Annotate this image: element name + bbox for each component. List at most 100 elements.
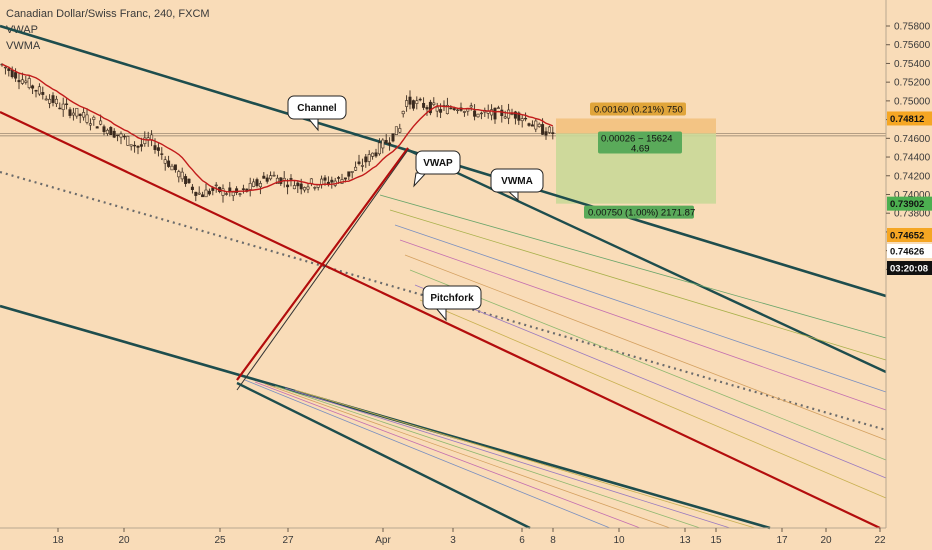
callout-tail (413, 172, 428, 188)
candle-body (306, 186, 310, 190)
pitchfork-handle (236, 147, 409, 381)
candle-body (462, 111, 466, 113)
candle-body (221, 188, 225, 196)
candle-body (371, 152, 375, 157)
candle-body (520, 118, 524, 122)
callout-pitchfork[interactable]: Pitchfork (422, 285, 482, 322)
entry-label: 0.00026 ~ 15624 (601, 133, 673, 144)
candle-body (350, 171, 354, 173)
candle-body (82, 112, 86, 118)
candle-body (17, 80, 21, 83)
candle-body (156, 147, 160, 151)
candlesticks (0, 63, 555, 203)
candle-body (364, 156, 368, 163)
callout-vwap[interactable]: VWAP (413, 150, 461, 188)
candle-body (173, 164, 177, 171)
y-tick-label: 0.75200 (894, 78, 931, 89)
candle-body (551, 132, 555, 134)
candle-body (547, 126, 551, 133)
candle-body (275, 177, 279, 184)
fan-line (274, 385, 701, 529)
pitchfork-base (236, 149, 409, 391)
price-badge-label: 0.74626 (890, 247, 924, 258)
candle-body (3, 66, 7, 69)
candle-body (95, 126, 99, 129)
price-badge-label: 0.74652 (890, 231, 924, 242)
channel-median-line (0, 170, 887, 432)
candle-body (418, 98, 422, 101)
candle-body (238, 193, 242, 195)
x-tick-label: 10 (613, 535, 625, 546)
candle-body (207, 190, 211, 195)
x-tick-label: 15 (710, 535, 722, 546)
candle-body (496, 107, 500, 109)
callout-box (490, 168, 544, 193)
pitchfork-median-line (0, 111, 881, 529)
drawing-tools (0, 24, 887, 530)
candle-body (428, 101, 432, 114)
candle-body (527, 123, 531, 126)
candle-body (466, 108, 470, 112)
candle-body (541, 124, 545, 135)
candle-body (398, 128, 402, 133)
candle-body (323, 177, 327, 181)
candle-body (180, 171, 184, 180)
candle-body (524, 117, 528, 120)
candle-body (330, 179, 334, 183)
fan-line (264, 383, 671, 529)
candle-body (48, 98, 52, 104)
vwap-series (1, 63, 554, 193)
candle-body (394, 126, 398, 135)
candle-body (384, 140, 388, 144)
chart-title: Canadian Dollar/Swiss Franc, 240, FXCM (6, 8, 210, 20)
candle-body (490, 109, 494, 116)
candle-body (289, 178, 293, 180)
target-label: 0.00750 (1.00%) 2171.87 (588, 208, 695, 219)
candle-body (41, 92, 45, 95)
x-tick-label: Apr (375, 535, 391, 546)
candle-body (357, 161, 361, 165)
fan-line (294, 389, 756, 529)
candle-body (153, 145, 157, 150)
candle-body (347, 171, 351, 177)
x-tick-label: 25 (214, 535, 226, 546)
candle-body (469, 105, 473, 108)
callout-box (287, 95, 347, 120)
candle-body (405, 100, 409, 107)
pitchfork-lower-line (236, 381, 531, 530)
target-label-box (584, 205, 694, 219)
time-axis: 18 20 25 27 Apr 3 6 8 10 13 15 17 20 22 (0, 527, 886, 546)
candle-body (493, 107, 497, 120)
entry-label-ratio: 4.69 (631, 143, 650, 154)
candle-body (85, 114, 89, 123)
price-badge (887, 261, 932, 275)
candle-body (68, 109, 72, 116)
candle-body (360, 165, 364, 167)
candle-body (374, 152, 378, 157)
candle-body (292, 185, 296, 190)
stop-label-box (590, 102, 686, 116)
candle-body (313, 187, 317, 189)
callout-channel[interactable]: Channel (287, 95, 347, 132)
candle-body (381, 139, 385, 149)
candle-body (65, 103, 69, 105)
y-tick-label: 0.74400 (894, 153, 931, 164)
callout-vwma[interactable]: VWMA (490, 168, 544, 202)
candle-body (476, 113, 480, 118)
price-badge (887, 196, 932, 211)
y-tick-label: 0.75400 (894, 59, 931, 70)
candle-body (435, 106, 439, 112)
candle-body (255, 179, 259, 186)
callout-box (415, 150, 461, 175)
candle-body (160, 153, 164, 155)
study-vwap-label[interactable]: VWAP (6, 24, 38, 36)
x-tick-label: 22 (874, 535, 886, 546)
candle-body (343, 177, 347, 180)
study-vwma-label[interactable]: VWMA (6, 40, 41, 52)
candle-body (354, 166, 358, 171)
candle-body (204, 189, 208, 198)
candle-body (187, 178, 191, 184)
candle-body (177, 171, 181, 178)
